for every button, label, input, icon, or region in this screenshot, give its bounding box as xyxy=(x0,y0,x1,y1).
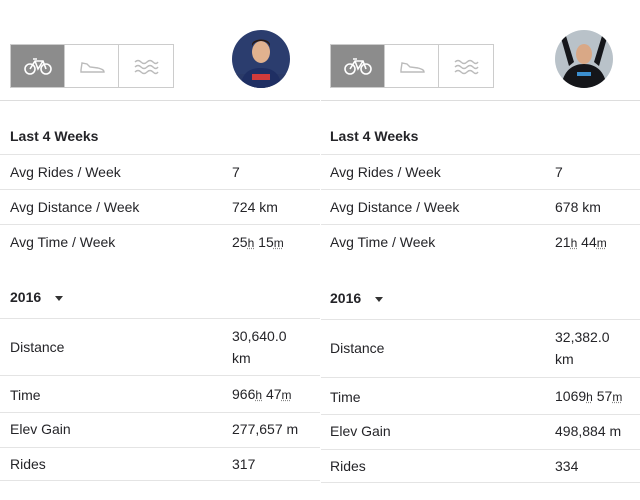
elev-gain-value: 498,884 m xyxy=(555,423,622,439)
rides-label: Rides xyxy=(330,458,366,474)
time-label: Time xyxy=(330,389,361,405)
tab-ride[interactable] xyxy=(331,45,385,87)
rides-value: 334 xyxy=(555,458,579,474)
shoe-icon xyxy=(79,62,105,73)
avatar[interactable] xyxy=(555,30,613,88)
hours-unit: h xyxy=(570,236,578,250)
elev-gain-label: Elev Gain xyxy=(330,423,391,439)
table-row: Elev Gain 498,884 m xyxy=(321,414,640,449)
year-dropdown[interactable]: 2016 xyxy=(10,289,64,305)
sport-tabs xyxy=(330,44,494,88)
last4-title: Last 4 Weeks xyxy=(10,128,99,144)
table-row: Avg Distance / Week 678 km xyxy=(321,189,640,224)
bike-icon xyxy=(343,58,372,75)
minutes-unit: m xyxy=(281,388,292,402)
avg-distance-value: 724 km xyxy=(232,199,278,215)
minutes-unit: m xyxy=(273,236,284,250)
distance-value: 32,382.0 km xyxy=(555,329,610,367)
distance-label: Distance xyxy=(330,340,385,356)
athlete-stats-left: Last 4 Weeks Avg Rides / Week 7 Avg Dist… xyxy=(0,30,320,481)
hours-unit: h xyxy=(247,236,255,250)
last4-title: Last 4 Weeks xyxy=(330,128,419,144)
distance-value: 30,640.0 km xyxy=(232,328,287,366)
avg-time-value: 25h 15m xyxy=(232,234,284,250)
caret-down-icon xyxy=(375,296,384,302)
hours-unit: h xyxy=(255,388,263,402)
tab-ride[interactable] xyxy=(11,45,65,87)
header-divider xyxy=(0,100,320,101)
time-value: 966h 47m xyxy=(232,386,292,402)
rides-label: Rides xyxy=(10,456,46,472)
elev-gain-value: 277,657 m xyxy=(232,421,299,437)
tab-swim[interactable] xyxy=(439,45,493,87)
table-row: Avg Rides / Week 7 xyxy=(321,154,640,189)
table-row: Avg Time / Week 21h 44m xyxy=(321,224,640,259)
table-row: Avg Time / Week 25h 15m xyxy=(0,224,320,259)
avg-distance-value: 678 km xyxy=(555,199,601,215)
avg-time-label: Avg Time / Week xyxy=(10,234,116,250)
swim-icon xyxy=(454,59,479,75)
bike-icon xyxy=(23,58,52,75)
avatar[interactable] xyxy=(232,30,290,88)
avg-distance-label: Avg Distance / Week xyxy=(330,199,460,215)
header-divider xyxy=(321,100,640,101)
sport-tabs xyxy=(10,44,174,88)
table-row: Avg Distance / Week 724 km xyxy=(0,189,320,224)
time-value: 1069h 57m xyxy=(555,388,623,404)
athlete-photo-icon xyxy=(555,30,613,88)
table-row: Time 966h 47m xyxy=(0,375,320,412)
minutes-unit: m xyxy=(596,236,607,250)
table-row: Elev Gain 277,657 m xyxy=(0,412,320,447)
avg-rides-value: 7 xyxy=(555,164,563,180)
rides-value: 317 xyxy=(232,456,256,472)
athlete-photo-icon xyxy=(232,30,290,88)
tab-run[interactable] xyxy=(65,45,119,87)
avg-distance-label: Avg Distance / Week xyxy=(10,199,140,215)
athlete-stats-right: Last 4 Weeks Avg Rides / Week 7 Avg Dist… xyxy=(321,0,640,500)
caret-down-icon xyxy=(55,295,64,301)
table-row: Rides 334 xyxy=(321,449,640,483)
avg-rides-label: Avg Rides / Week xyxy=(330,164,441,180)
tab-run[interactable] xyxy=(385,45,439,87)
avg-rides-label: Avg Rides / Week xyxy=(10,164,121,180)
table-row: Avg Rides / Week 7 xyxy=(0,154,320,189)
hours-unit: h xyxy=(586,390,593,404)
swim-icon xyxy=(134,59,159,75)
year-dropdown[interactable]: 2016 xyxy=(330,290,384,306)
elev-gain-label: Elev Gain xyxy=(10,421,71,437)
avg-time-label: Avg Time / Week xyxy=(330,234,436,250)
shoe-icon xyxy=(399,62,425,73)
avg-time-value: 21h 44m xyxy=(555,234,607,250)
table-row: Time 1069h 57m xyxy=(321,377,640,414)
table-row: Rides 317 xyxy=(0,447,320,481)
avg-rides-value: 7 xyxy=(232,164,240,180)
minutes-unit: m xyxy=(612,390,623,404)
tab-swim[interactable] xyxy=(119,45,173,87)
distance-label: Distance xyxy=(10,339,65,355)
table-row: Distance 32,382.0 km xyxy=(321,319,640,377)
time-label: Time xyxy=(10,387,41,403)
table-row: Distance 30,640.0 km xyxy=(0,318,320,375)
